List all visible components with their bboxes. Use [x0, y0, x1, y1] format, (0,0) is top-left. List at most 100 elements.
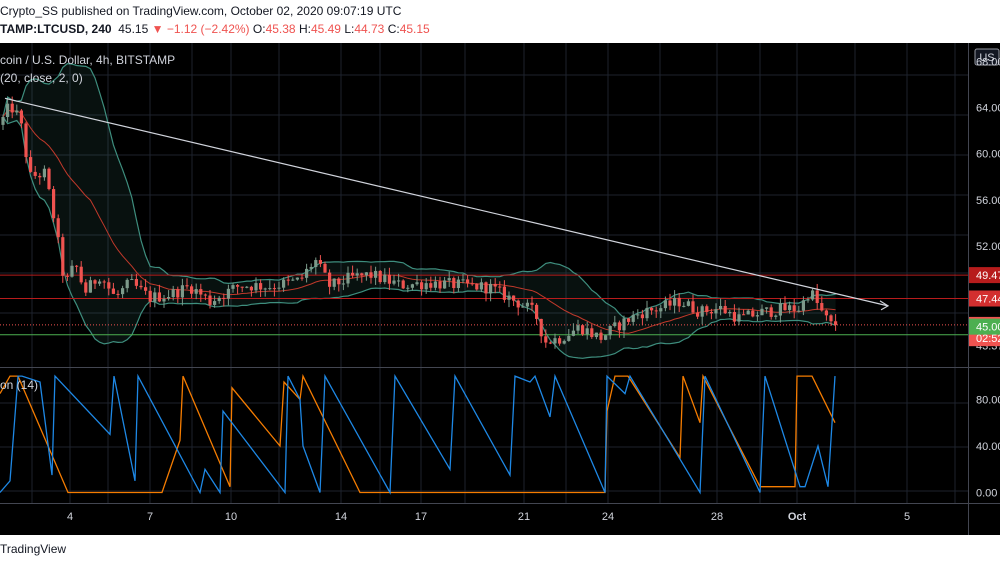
candle-body [38, 175, 42, 178]
candle-body [153, 292, 157, 302]
change-value: ▼ −1.12 (−2.42%) [151, 22, 250, 36]
low-value: 44.73 [354, 22, 385, 36]
price-tick-label: 64.00 [976, 103, 1000, 115]
high-value: 45.49 [310, 22, 341, 36]
candle-body [484, 282, 488, 294]
candle-body [801, 300, 805, 311]
candle-body [272, 288, 276, 290]
candle-body [829, 315, 833, 322]
time-tick-label: 14 [335, 511, 347, 523]
candle-body [719, 305, 723, 310]
candle-body [180, 285, 184, 298]
candle-body [406, 287, 410, 289]
candle-body [553, 338, 557, 344]
candle-body [65, 275, 69, 277]
candle-body [581, 325, 585, 335]
price-tag [969, 290, 1000, 307]
candle-body [52, 189, 56, 219]
candle-body [305, 268, 309, 278]
candle-body [121, 288, 125, 295]
price-tag-label: 47.44 [976, 294, 1000, 306]
candle-body [686, 301, 690, 306]
candle-body [535, 304, 539, 319]
candle-body [512, 295, 516, 301]
candle-body [79, 266, 83, 283]
candle-body [139, 285, 143, 288]
candle-body [6, 103, 10, 118]
candle-body [824, 310, 828, 316]
candle-body [24, 123, 28, 158]
candle-body [61, 237, 65, 276]
candle-body [47, 168, 51, 190]
publisher-name[interactable]: Crypto_SS [0, 4, 59, 18]
candle-body [521, 306, 525, 308]
candle-body [332, 278, 336, 287]
candle-body [558, 338, 562, 344]
candle-body [29, 157, 33, 172]
aroon-tick-label: 0.00 [976, 488, 997, 500]
candle-body [774, 315, 778, 317]
candle-body [788, 305, 792, 311]
candle-body [259, 283, 263, 290]
price-chart[interactable]: US68.0064.0060.0056.0052.0045.0043.3749.… [0, 43, 1000, 535]
candle-body [309, 266, 313, 269]
candle-body [631, 314, 635, 322]
candle-body [544, 336, 548, 343]
candle-body [765, 307, 769, 309]
candle-body [627, 318, 631, 322]
candle-body [190, 286, 194, 294]
candle-body [167, 297, 171, 299]
candle-body [19, 110, 23, 124]
candle-body [834, 321, 838, 325]
candle-body [489, 283, 493, 294]
time-tick-label: 17 [415, 511, 427, 523]
candle-body [433, 281, 437, 288]
candle-body [792, 305, 796, 311]
candle-body [548, 342, 552, 344]
time-tick-label: 5 [904, 511, 910, 523]
candle-body [594, 332, 598, 338]
candle-body [392, 280, 396, 284]
candle-body [231, 285, 235, 289]
candle-body [654, 310, 658, 312]
candle-body [75, 265, 79, 267]
candle-body [539, 318, 543, 337]
ohlc-header: TAMP:LTCUSD, 240 45.15 ▼ −1.12 (−2.42%) … [0, 22, 430, 36]
candle-body [705, 306, 709, 313]
candle-body [525, 302, 529, 307]
time-tick-label: 4 [67, 511, 73, 523]
candle-body [387, 274, 391, 284]
tradingview-brand: TradingView [0, 542, 67, 556]
price-tag-label: 49.47 [976, 270, 1000, 282]
candle-body [1, 117, 5, 125]
candle-body [640, 314, 644, 319]
candle-body [755, 315, 759, 317]
candle-body [728, 312, 732, 314]
candle-body [604, 335, 608, 340]
candle-body [475, 283, 479, 290]
aroon-down-line [0, 373, 836, 495]
candle-body [797, 310, 801, 312]
candle-body [567, 335, 571, 341]
candle-body [420, 282, 424, 290]
candle-body [70, 265, 74, 277]
candle-body [33, 171, 37, 176]
candle-body [723, 305, 727, 314]
candle-body [236, 285, 240, 287]
candle-body [176, 289, 180, 298]
candle-body [714, 309, 718, 314]
time-tick-label: 28 [711, 511, 723, 523]
candle-body [383, 274, 387, 283]
candle-body [746, 310, 750, 315]
candle-body [254, 283, 258, 291]
candle-body [700, 306, 704, 317]
candle-body [98, 281, 102, 284]
candle-body [562, 340, 566, 344]
candle-body [364, 272, 368, 276]
candle-body [102, 281, 106, 283]
candle-body [328, 272, 332, 287]
candle-body [130, 279, 134, 281]
candle-body [493, 283, 497, 287]
candle-body [249, 286, 253, 291]
currency-button-label[interactable]: US [979, 52, 994, 64]
